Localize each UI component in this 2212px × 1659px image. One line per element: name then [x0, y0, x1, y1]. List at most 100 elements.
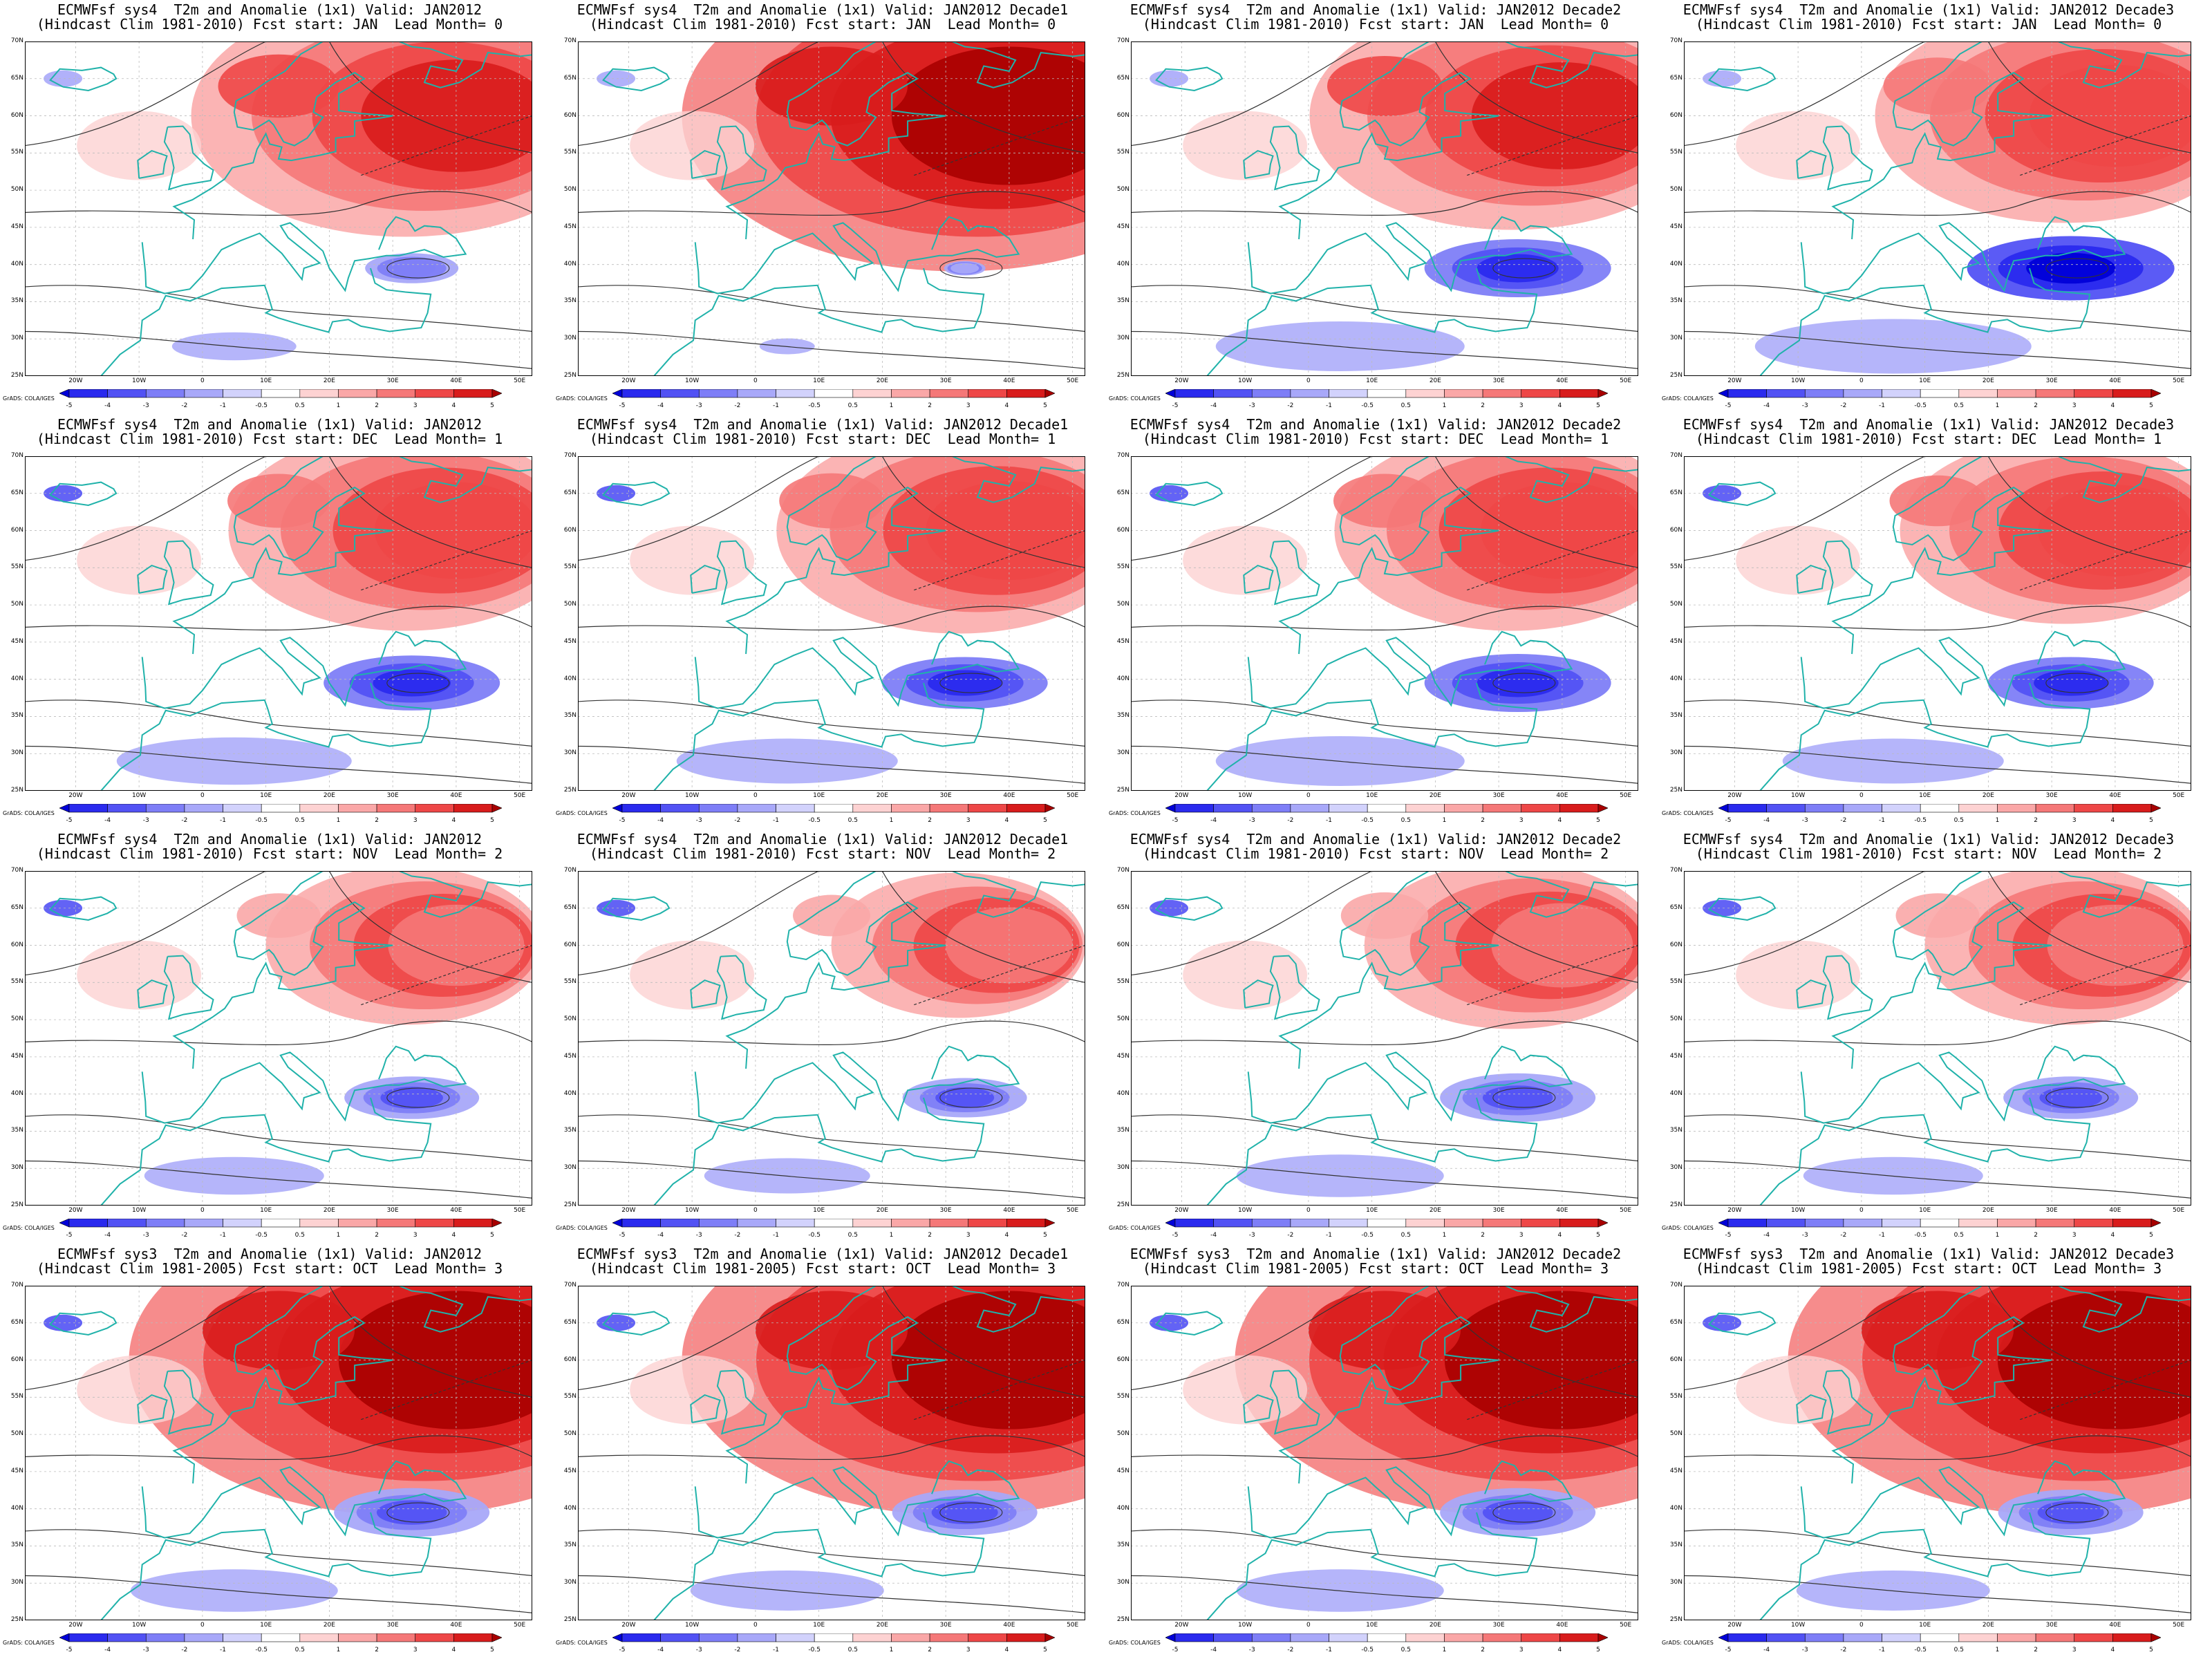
- colorbar-tick-label: 3: [2072, 402, 2077, 409]
- colorbar-tick-label: 0.5: [295, 1232, 305, 1239]
- temperature-contour: [1131, 871, 1372, 976]
- colorbar-tick-label: -2: [734, 402, 740, 409]
- colorbar-tick-label: 0.5: [1401, 817, 1411, 824]
- longitude-label: 10W: [684, 1207, 700, 1214]
- colorbar-swatch: [852, 388, 892, 398]
- map-frame: [25, 456, 532, 791]
- panel-subtitle: (Hindcast Clim 1981-2010) Fcst start: NO…: [1142, 845, 1609, 862]
- colorbar-swatch: [184, 1633, 223, 1642]
- longitude-label: 20E: [323, 377, 335, 384]
- coastline: [694, 630, 1020, 709]
- colorbar-tick-label: 4: [1004, 817, 1009, 824]
- colorbar-swatch: [814, 1633, 854, 1642]
- anomaly-map: [1131, 871, 1638, 1206]
- longitude-label: 30E: [1492, 1207, 1505, 1214]
- cold-anomaly-area: [1150, 1314, 1189, 1331]
- coastline: [1759, 1097, 2091, 1206]
- coastline: [137, 1394, 168, 1423]
- colorbar-swatch: [1920, 388, 1960, 398]
- colorbar-tick-label: -0.5: [255, 1232, 268, 1239]
- colorbar-swatch: [184, 388, 223, 398]
- colorbar-swatch: [1482, 1633, 1522, 1642]
- colorbar-swatch: [1482, 803, 1522, 813]
- colorbar-swatch: [1213, 1633, 1253, 1642]
- colorbar-tick-label: -3: [143, 817, 149, 824]
- latitude-label: 35N: [1116, 1127, 1130, 1134]
- colorbar-swatch: [737, 1218, 776, 1228]
- longitude-label: 30E: [386, 1622, 399, 1629]
- colorbar-swatch: [1843, 388, 1882, 398]
- latitude-label: 55N: [1116, 563, 1130, 571]
- longitude-label: 10E: [813, 1207, 825, 1214]
- latitude-label: 25N: [10, 372, 24, 379]
- longitude-label: 10W: [684, 792, 700, 799]
- coastline: [1247, 1460, 1573, 1539]
- longitude-label: 40E: [1003, 377, 1015, 384]
- coastline: [1759, 1512, 2091, 1620]
- colorbar-swatch: [1727, 388, 1767, 398]
- latitude-label: 30N: [563, 1164, 577, 1172]
- colorbar-swatch: [1997, 1218, 2036, 1228]
- colorbar-tick-label: -0.5: [1361, 402, 1374, 409]
- colorbar-swatch: [929, 803, 969, 813]
- panel-title: ECMWFsf sys4 T2m and Anomalie (1x1) Vali…: [577, 1, 1069, 18]
- coastline: [690, 149, 721, 179]
- temperature-contour: [25, 1160, 532, 1199]
- temperature-contour: [1684, 330, 2191, 369]
- colorbar-tick-label: -1: [773, 817, 779, 824]
- colorbar-swatch: [1882, 803, 1921, 813]
- anomaly-map: [1684, 1286, 2191, 1620]
- longitude-label: 20W: [1727, 1207, 1742, 1214]
- colorbar-swatch: [1727, 803, 1767, 813]
- colorbar: -5 -4 -3 -2 -1 -0.5 0.5 1 2 3 4 5: [1165, 388, 1609, 409]
- colorbar-tick-label: -0.5: [255, 1647, 268, 1653]
- warm-anomaly-area: [1736, 1355, 1861, 1425]
- grads-credit: GrADS: COLA/IGES: [1662, 1640, 1714, 1646]
- latitude-label: 70N: [1669, 867, 1683, 874]
- latitude-label: 40N: [1116, 675, 1130, 682]
- latitude-label: 35N: [563, 712, 577, 720]
- colorbar-tick-label: -3: [1249, 817, 1255, 824]
- warm-anomaly-area: [630, 940, 755, 1010]
- longitude-label: 0: [200, 377, 205, 384]
- warm-anomaly-area: [1889, 475, 1986, 527]
- longitude-label: 0: [753, 377, 758, 384]
- warm-anomaly-area: [1327, 56, 1442, 117]
- latitude-label: 55N: [10, 149, 24, 156]
- colorbar-tick-label: 3: [1519, 1232, 1524, 1239]
- colorbar-container: -5 -4 -3 -2 -1 -0.5 0.5 1 2 3 4 5: [1165, 1218, 1609, 1239]
- colorbar-tick-label: -3: [143, 402, 149, 409]
- map-area: [1131, 871, 1638, 1206]
- longitude-label: 40E: [450, 792, 462, 799]
- colorbar-swatch: [698, 1218, 738, 1228]
- coastline: [602, 1311, 671, 1336]
- longitude-label: 0: [1306, 792, 1311, 799]
- map-frame: [578, 871, 1085, 1206]
- anomaly-map: [1684, 871, 2191, 1206]
- latitude-label: 30N: [1116, 335, 1130, 342]
- warm-anomaly-area: [1895, 893, 1980, 938]
- temperature-contour: [1684, 871, 1925, 976]
- colorbar-tick-label: -3: [696, 817, 702, 824]
- temperature-contour: [1131, 1286, 1372, 1391]
- colorbar-tick-label: -2: [1287, 1232, 1293, 1239]
- temperature-contour: [578, 1020, 1085, 1045]
- temperature-contour: [1467, 1359, 1638, 1421]
- longitude-label: 50E: [1067, 1622, 1079, 1629]
- longitude-label: 0: [753, 1622, 758, 1629]
- colorbar-swatch: [1727, 1218, 1767, 1228]
- colorbar-tick-label: 3: [966, 1647, 971, 1653]
- temperature-contour: [25, 1114, 532, 1162]
- grads-credit: GrADS: COLA/IGES: [556, 1640, 608, 1646]
- colorbar-swatch: [1718, 388, 1729, 398]
- latitude-label: 55N: [1116, 1393, 1130, 1400]
- warm-anomaly-area: [218, 54, 339, 118]
- panel-subtitle: (Hindcast Clim 1981-2010) Fcst start: NO…: [589, 845, 1056, 862]
- colorbar-swatch: [1597, 803, 1609, 813]
- cold-anomaly-area: [380, 1087, 443, 1109]
- coastline: [1278, 871, 1638, 1069]
- colorbar-tick-label: -3: [696, 1647, 702, 1653]
- longitude-label: 10W: [131, 1622, 147, 1629]
- temperature-contour: [386, 258, 450, 279]
- latitude-label: 60N: [1116, 111, 1130, 119]
